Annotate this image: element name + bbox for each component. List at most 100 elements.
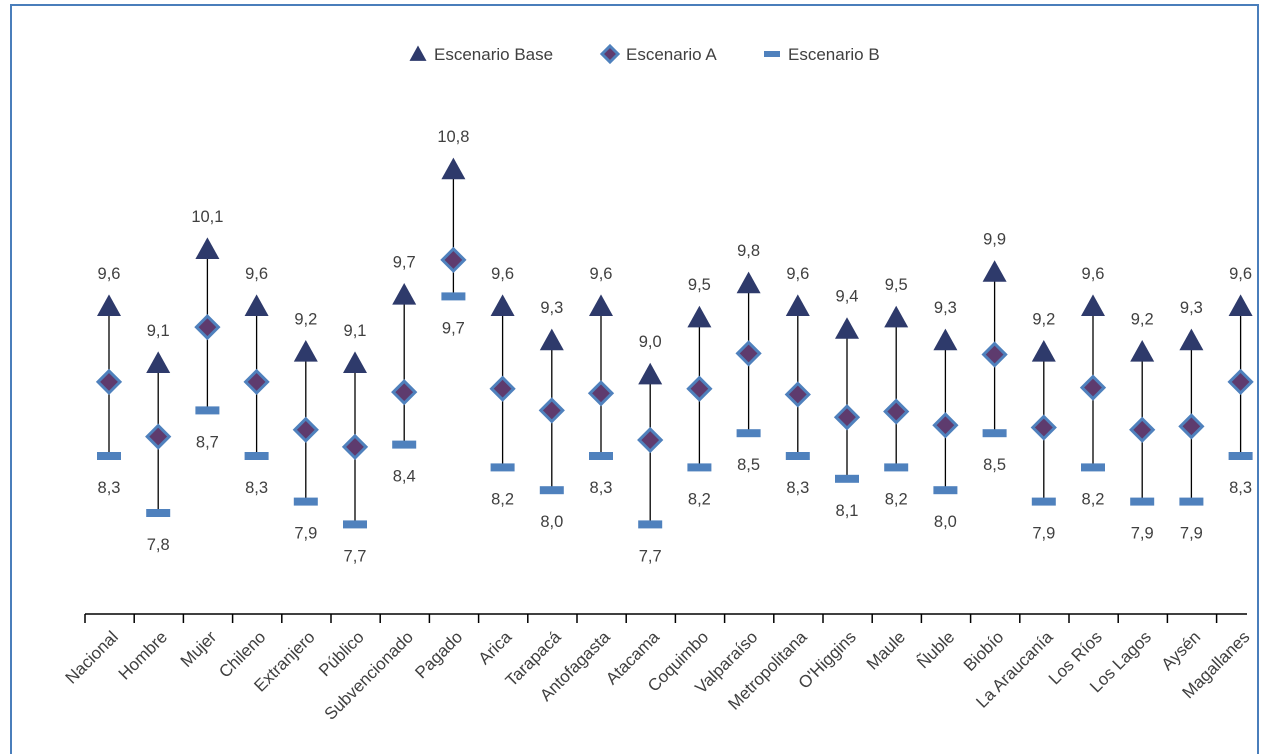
marker-a-los-lagos bbox=[1129, 416, 1156, 443]
marker-a-pagado bbox=[440, 246, 467, 274]
label-base-chileno: 9,6 bbox=[245, 265, 268, 283]
marker-b-hombre bbox=[146, 509, 171, 517]
chart-frame bbox=[10, 4, 1259, 754]
marker-base-subvencionado bbox=[392, 283, 417, 305]
marker-b-extranjero bbox=[293, 497, 318, 506]
marker-a-atacama bbox=[637, 426, 664, 454]
marker-a-nacional bbox=[95, 368, 123, 396]
label-base-aysen: 9,3 bbox=[1180, 299, 1203, 317]
tick-label-biobio: Biobío bbox=[960, 627, 1008, 675]
marker-base-publico bbox=[343, 351, 367, 374]
marker-base-la-araucania bbox=[1031, 340, 1056, 362]
marker-b-atacama bbox=[638, 520, 663, 529]
marker-b-pagado bbox=[441, 292, 466, 301]
label-base-subvencionado: 9,7 bbox=[393, 253, 416, 271]
marker-b-valparaiso bbox=[736, 429, 761, 438]
marker-a-valparaiso bbox=[735, 340, 762, 367]
marker-a-nuble bbox=[932, 412, 959, 439]
tick-label-maule: Maule bbox=[863, 627, 909, 673]
label-b-aysen: 7,9 bbox=[1180, 525, 1203, 543]
marker-b-mujer bbox=[195, 406, 220, 415]
label-base-valparaiso: 9,8 bbox=[737, 242, 760, 260]
marker-b-nuble bbox=[933, 486, 958, 495]
marker-a-maule bbox=[883, 398, 910, 425]
marker-base-nacional bbox=[97, 294, 121, 317]
label-b-nacional: 8,3 bbox=[98, 479, 121, 497]
marker-b-los-lagos bbox=[1130, 497, 1155, 506]
label-base-arica: 9,6 bbox=[491, 265, 514, 283]
label-b-antofagasta: 8,3 bbox=[590, 479, 613, 497]
label-b-magallanes: 8,3 bbox=[1229, 479, 1252, 497]
tick-label-hombre: Hombre bbox=[115, 627, 171, 683]
data-labels: 9,6 8,3 9,1 7,8 10,1 8,7 9,6 8,3 9,2 7,9 9,1 7,7 9,7… bbox=[98, 128, 1253, 565]
marker-a-la-araucania bbox=[1030, 414, 1057, 441]
label-b-tarapaca: 8,0 bbox=[540, 513, 563, 531]
tick-label-aysen: Aysén bbox=[1158, 627, 1205, 674]
label-base-extranjero: 9,2 bbox=[294, 310, 317, 328]
marker-base-mujer bbox=[195, 237, 220, 260]
marker-b-metropolitana bbox=[785, 452, 810, 460]
legend-label-0: Escenario Base bbox=[434, 45, 553, 64]
tick-label-nacional: Nacional bbox=[62, 627, 122, 687]
marker-b-tarapaca bbox=[539, 486, 564, 495]
marker-b-arica bbox=[490, 463, 515, 472]
label-base-maule: 9,5 bbox=[885, 276, 908, 294]
label-base-la-araucania: 9,2 bbox=[1032, 310, 1055, 328]
marker-b-aysen bbox=[1179, 497, 1204, 506]
label-b-subvencionado: 8,4 bbox=[393, 468, 416, 486]
marker-a-biobio bbox=[981, 341, 1008, 368]
tick-label-nuble: Ñuble bbox=[913, 627, 958, 672]
marker-base-los-rios bbox=[1081, 294, 1105, 317]
label-base-los-rios: 9,6 bbox=[1082, 265, 1105, 283]
label-base-publico: 9,1 bbox=[344, 322, 367, 340]
label-base-magallanes: 9,6 bbox=[1229, 265, 1252, 283]
marker-base-arica bbox=[490, 294, 515, 317]
label-b-los-lagos: 7,9 bbox=[1131, 525, 1154, 543]
marker-base-chileno bbox=[244, 294, 269, 317]
marker-base-valparaiso bbox=[736, 271, 761, 294]
marker-b-la-araucania bbox=[1031, 497, 1056, 506]
marker-b-los-rios bbox=[1081, 463, 1105, 472]
marker-b-coquimbo bbox=[687, 463, 712, 472]
legend-label-1: Escenario A bbox=[626, 45, 717, 64]
whisker-lines bbox=[108, 171, 1242, 525]
marker-b-biobio bbox=[982, 429, 1007, 438]
marker-base-biobio bbox=[982, 260, 1007, 282]
label-b-chileno: 8,3 bbox=[245, 479, 268, 497]
label-b-biobio: 8,5 bbox=[983, 456, 1006, 474]
label-b-publico: 7,7 bbox=[344, 547, 367, 565]
legend-marker-2 bbox=[764, 51, 780, 57]
marker-a-arica bbox=[489, 375, 516, 402]
label-b-pagado: 9,7 bbox=[442, 319, 465, 337]
marker-b-subvencionado bbox=[392, 440, 417, 449]
marker-b-antofagasta bbox=[589, 452, 613, 460]
label-b-nuble: 8,0 bbox=[934, 513, 957, 531]
marker-base-tarapaca bbox=[539, 328, 564, 351]
tick-label-pagado: Pagado bbox=[411, 627, 466, 682]
data-markers bbox=[95, 157, 1254, 529]
label-b-coquimbo: 8,2 bbox=[688, 490, 711, 508]
marker-base-extranjero bbox=[293, 340, 318, 362]
marker-b-maule bbox=[884, 463, 909, 472]
label-base-nacional: 9,6 bbox=[98, 265, 121, 283]
marker-a-aysen bbox=[1178, 413, 1205, 440]
marker-base-coquimbo bbox=[687, 305, 712, 328]
marker-base-o-higgins bbox=[835, 317, 859, 339]
marker-a-metropolitana bbox=[784, 381, 811, 408]
marker-a-subvencionado bbox=[391, 379, 418, 406]
marker-base-atacama bbox=[638, 362, 663, 385]
label-base-antofagasta: 9,6 bbox=[590, 265, 613, 283]
label-b-hombre: 7,8 bbox=[147, 536, 170, 554]
label-b-los-rios: 8,2 bbox=[1082, 490, 1105, 508]
marker-base-pagado bbox=[441, 157, 466, 180]
tick-label-mujer: Mujer bbox=[177, 627, 221, 671]
marker-a-magallanes bbox=[1227, 368, 1254, 396]
label-b-valparaiso: 8,5 bbox=[737, 456, 760, 474]
label-b-arica: 8,2 bbox=[491, 490, 514, 508]
marker-a-publico bbox=[341, 433, 369, 461]
marker-base-hombre bbox=[146, 351, 171, 374]
marker-a-chileno bbox=[243, 368, 270, 396]
marker-b-magallanes bbox=[1228, 452, 1253, 460]
